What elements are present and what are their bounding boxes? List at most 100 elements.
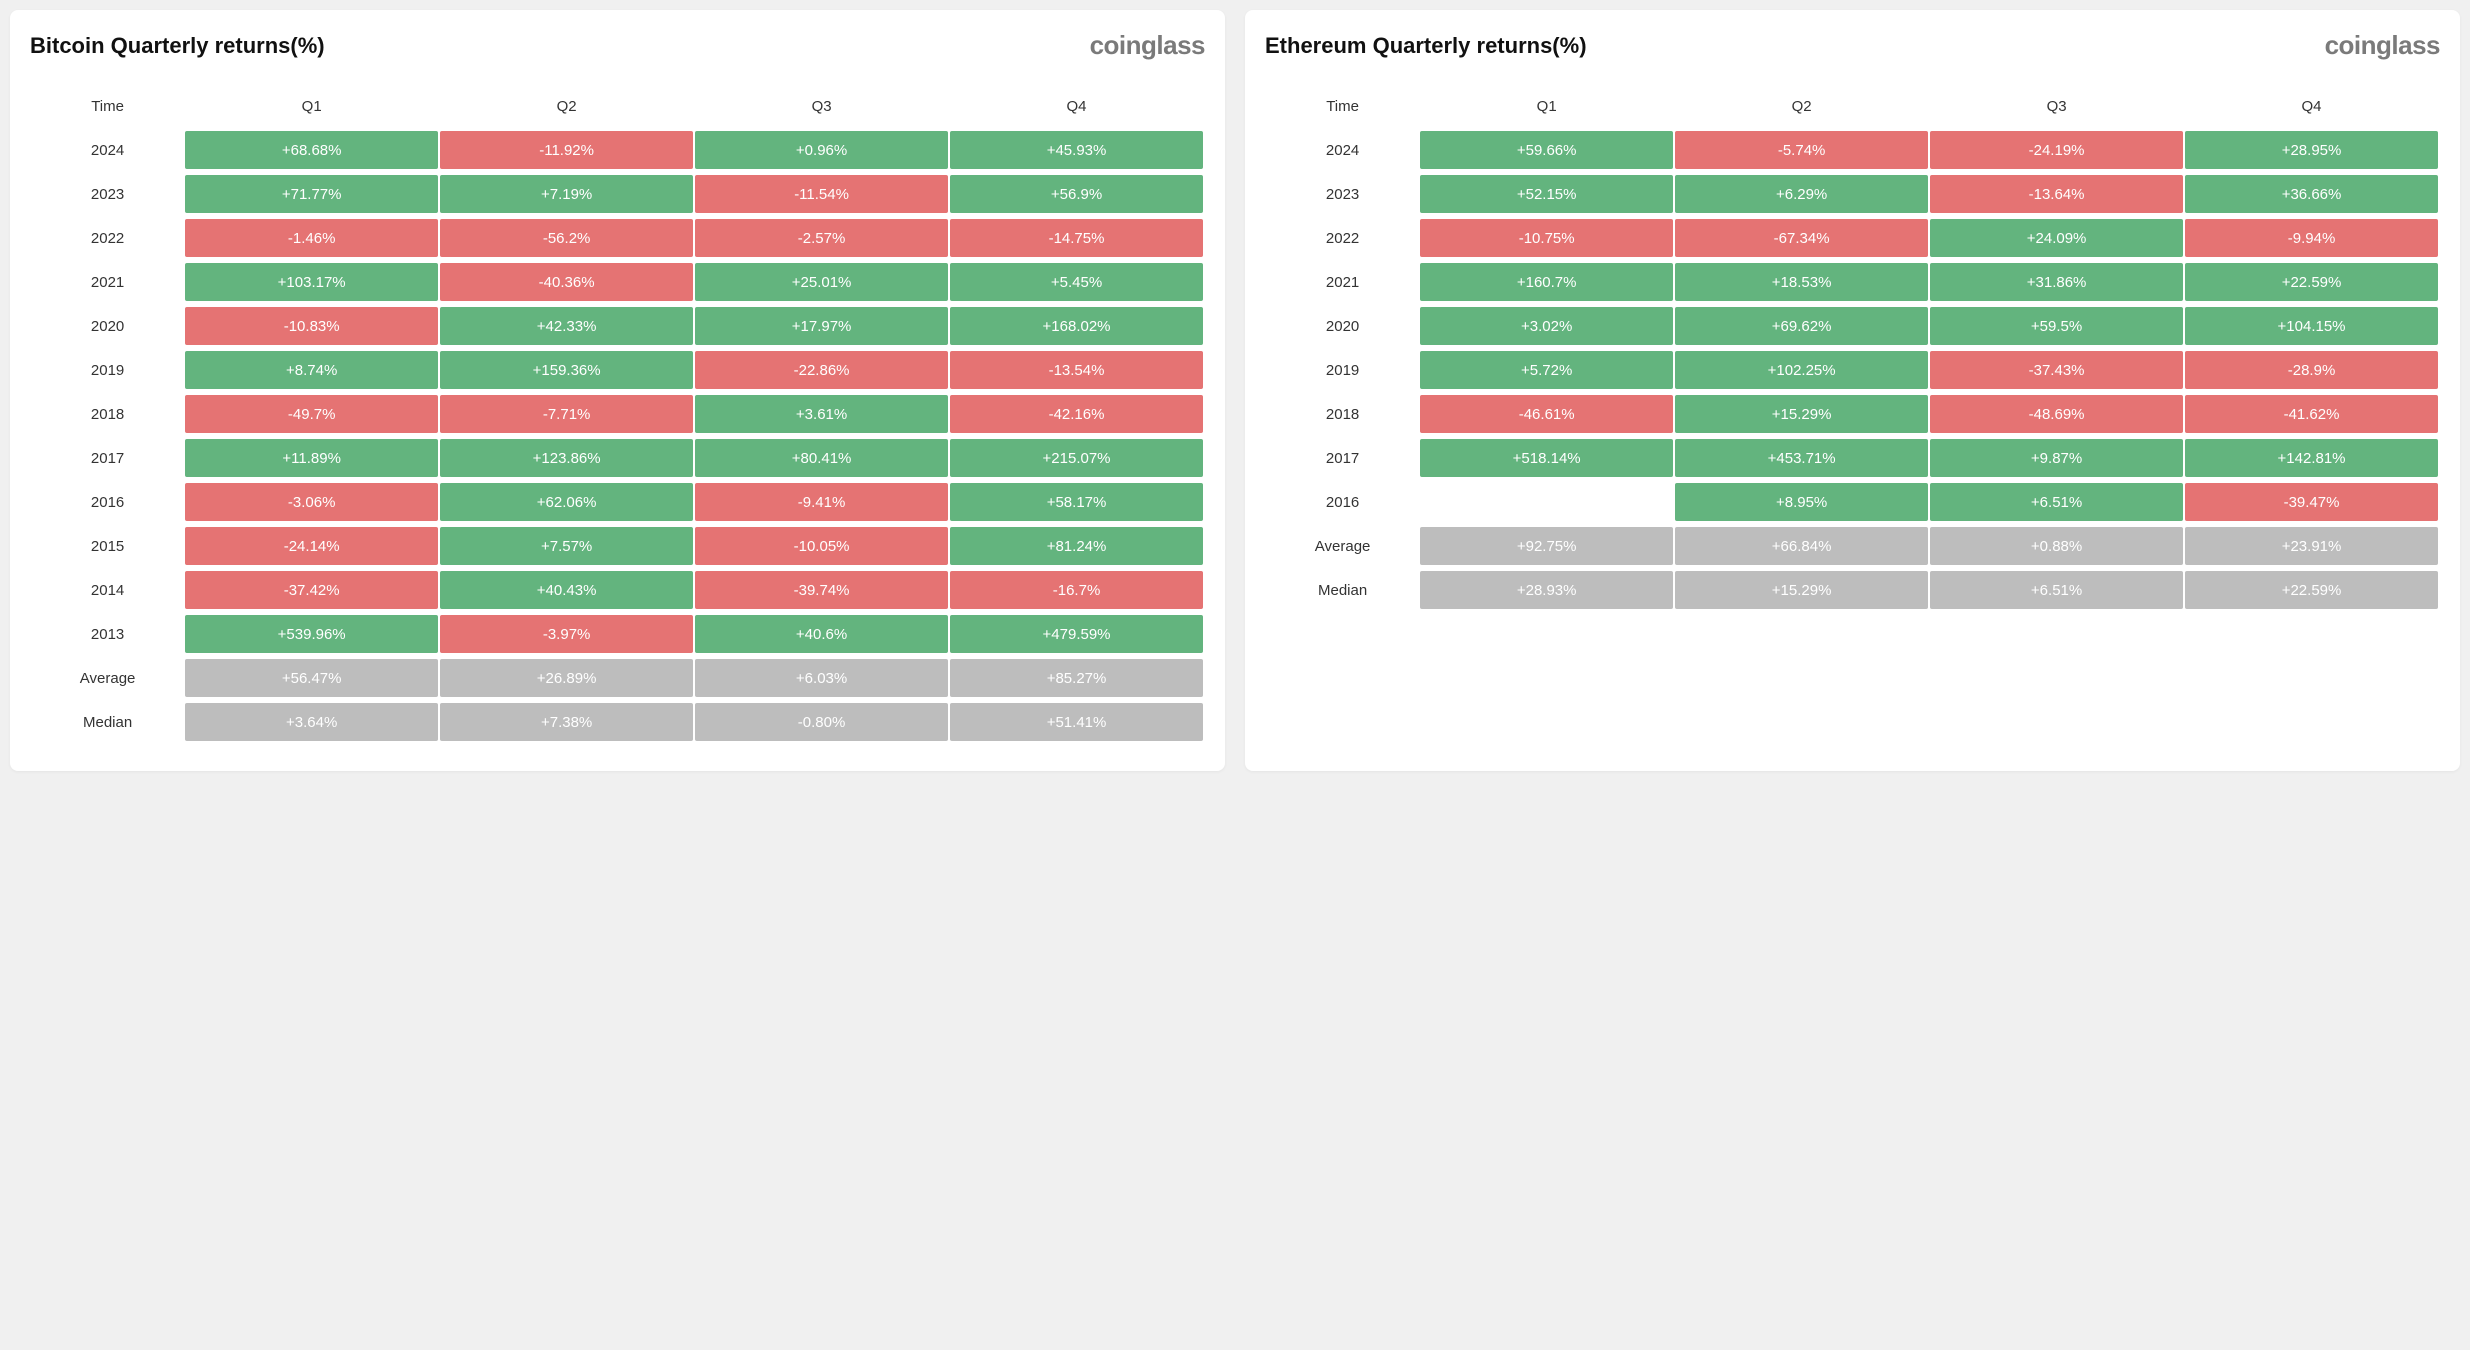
return-cell: -37.43% [1930,351,2183,389]
return-cell: +6.29% [1675,175,1928,213]
data-row: 2017+518.14%+453.71%+9.87%+142.81% [1267,439,2438,477]
return-cell: -46.61% [1420,395,1673,433]
return-cell: +18.53% [1675,263,1928,301]
data-row: 2021+160.7%+18.53%+31.86%+22.59% [1267,263,2438,301]
return-cell: -39.74% [695,571,948,609]
table-header-row: TimeQ1Q2Q3Q4 [32,87,1203,125]
row-label: 2013 [32,615,183,653]
return-cell: -56.2% [440,219,693,257]
row-label: 2014 [32,571,183,609]
panel-header: Bitcoin Quarterly returns(%)coinglass [30,30,1205,61]
return-cell: -10.83% [185,307,438,345]
return-cell: +25.01% [695,263,948,301]
summary-cell: +15.29% [1675,571,1928,609]
summary-cell: +0.88% [1930,527,2183,565]
row-label: 2019 [32,351,183,389]
return-cell: -48.69% [1930,395,2183,433]
return-cell: +518.14% [1420,439,1673,477]
return-cell: +22.59% [2185,263,2438,301]
return-cell: +5.45% [950,263,1203,301]
return-cell: +45.93% [950,131,1203,169]
summary-cell: +23.91% [2185,527,2438,565]
return-cell: +479.59% [950,615,1203,653]
return-cell: -16.7% [950,571,1203,609]
return-cell: +59.66% [1420,131,1673,169]
row-label: 2017 [32,439,183,477]
return-cell: -49.7% [185,395,438,433]
panel-title: Ethereum Quarterly returns(%) [1265,33,1587,59]
summary-cell: -0.80% [695,703,948,741]
row-label: 2015 [32,527,183,565]
row-label: 2022 [32,219,183,257]
data-row: 2023+71.77%+7.19%-11.54%+56.9% [32,175,1203,213]
data-row: 2021+103.17%-40.36%+25.01%+5.45% [32,263,1203,301]
row-label: 2020 [1267,307,1418,345]
return-cell: +539.96% [185,615,438,653]
summary-cell: +28.93% [1420,571,1673,609]
return-cell: +168.02% [950,307,1203,345]
panel-header: Ethereum Quarterly returns(%)coinglass [1265,30,2440,61]
column-header-time: Time [1267,87,1418,125]
return-cell: +3.02% [1420,307,1673,345]
return-cell: +11.89% [185,439,438,477]
row-label: Median [1267,571,1418,609]
return-cell: +142.81% [2185,439,2438,477]
row-label: 2024 [32,131,183,169]
row-label: 2022 [1267,219,1418,257]
return-cell: +102.25% [1675,351,1928,389]
return-cell: -2.57% [695,219,948,257]
row-label: Average [1267,527,1418,565]
column-header-time: Time [32,87,183,125]
return-cell: +71.77% [185,175,438,213]
return-cell: -67.34% [1675,219,1928,257]
return-cell: -13.64% [1930,175,2183,213]
data-row: 2022-10.75%-67.34%+24.09%-9.94% [1267,219,2438,257]
return-cell: +52.15% [1420,175,1673,213]
row-label: 2016 [1267,483,1418,521]
summary-cell: +22.59% [2185,571,2438,609]
returns-table-bitcoin: TimeQ1Q2Q3Q42024+68.68%-11.92%+0.96%+45.… [30,81,1205,747]
return-cell: +28.95% [2185,131,2438,169]
return-cell: +0.96% [695,131,948,169]
data-row: 2016+8.95%+6.51%-39.47% [1267,483,2438,521]
column-header: Q2 [440,87,693,125]
summary-cell: +26.89% [440,659,693,697]
returns-table-ethereum: TimeQ1Q2Q3Q42024+59.66%-5.74%-24.19%+28.… [1265,81,2440,615]
data-row: 2017+11.89%+123.86%+80.41%+215.07% [32,439,1203,477]
return-cell: +24.09% [1930,219,2183,257]
column-header: Q2 [1675,87,1928,125]
summary-cell: +6.03% [695,659,948,697]
row-label: Median [32,703,183,741]
summary-cell: +85.27% [950,659,1203,697]
data-row: 2016-3.06%+62.06%-9.41%+58.17% [32,483,1203,521]
data-row: 2018-49.7%-7.71%+3.61%-42.16% [32,395,1203,433]
table-header-row: TimeQ1Q2Q3Q4 [1267,87,2438,125]
data-row: 2020-10.83%+42.33%+17.97%+168.02% [32,307,1203,345]
row-label: 2020 [32,307,183,345]
column-header: Q4 [2185,87,2438,125]
return-cell: +80.41% [695,439,948,477]
return-cell: -7.71% [440,395,693,433]
row-label: 2023 [1267,175,1418,213]
return-cell: +453.71% [1675,439,1928,477]
return-cell: -14.75% [950,219,1203,257]
return-cell: +40.6% [695,615,948,653]
return-cell: -9.41% [695,483,948,521]
return-cell: +7.57% [440,527,693,565]
return-cell: +103.17% [185,263,438,301]
row-label: 2018 [1267,395,1418,433]
summary-row: Median+3.64%+7.38%-0.80%+51.41% [32,703,1203,741]
return-cell: +8.95% [1675,483,1928,521]
data-row: 2014-37.42%+40.43%-39.74%-16.7% [32,571,1203,609]
row-label: 2019 [1267,351,1418,389]
column-header: Q1 [1420,87,1673,125]
panel-title: Bitcoin Quarterly returns(%) [30,33,325,59]
data-row: 2019+5.72%+102.25%-37.43%-28.9% [1267,351,2438,389]
return-cell: -28.9% [2185,351,2438,389]
data-row: 2018-46.61%+15.29%-48.69%-41.62% [1267,395,2438,433]
return-cell: +159.36% [440,351,693,389]
return-cell: +36.66% [2185,175,2438,213]
row-label: Average [32,659,183,697]
return-cell: +7.19% [440,175,693,213]
data-row: 2015-24.14%+7.57%-10.05%+81.24% [32,527,1203,565]
